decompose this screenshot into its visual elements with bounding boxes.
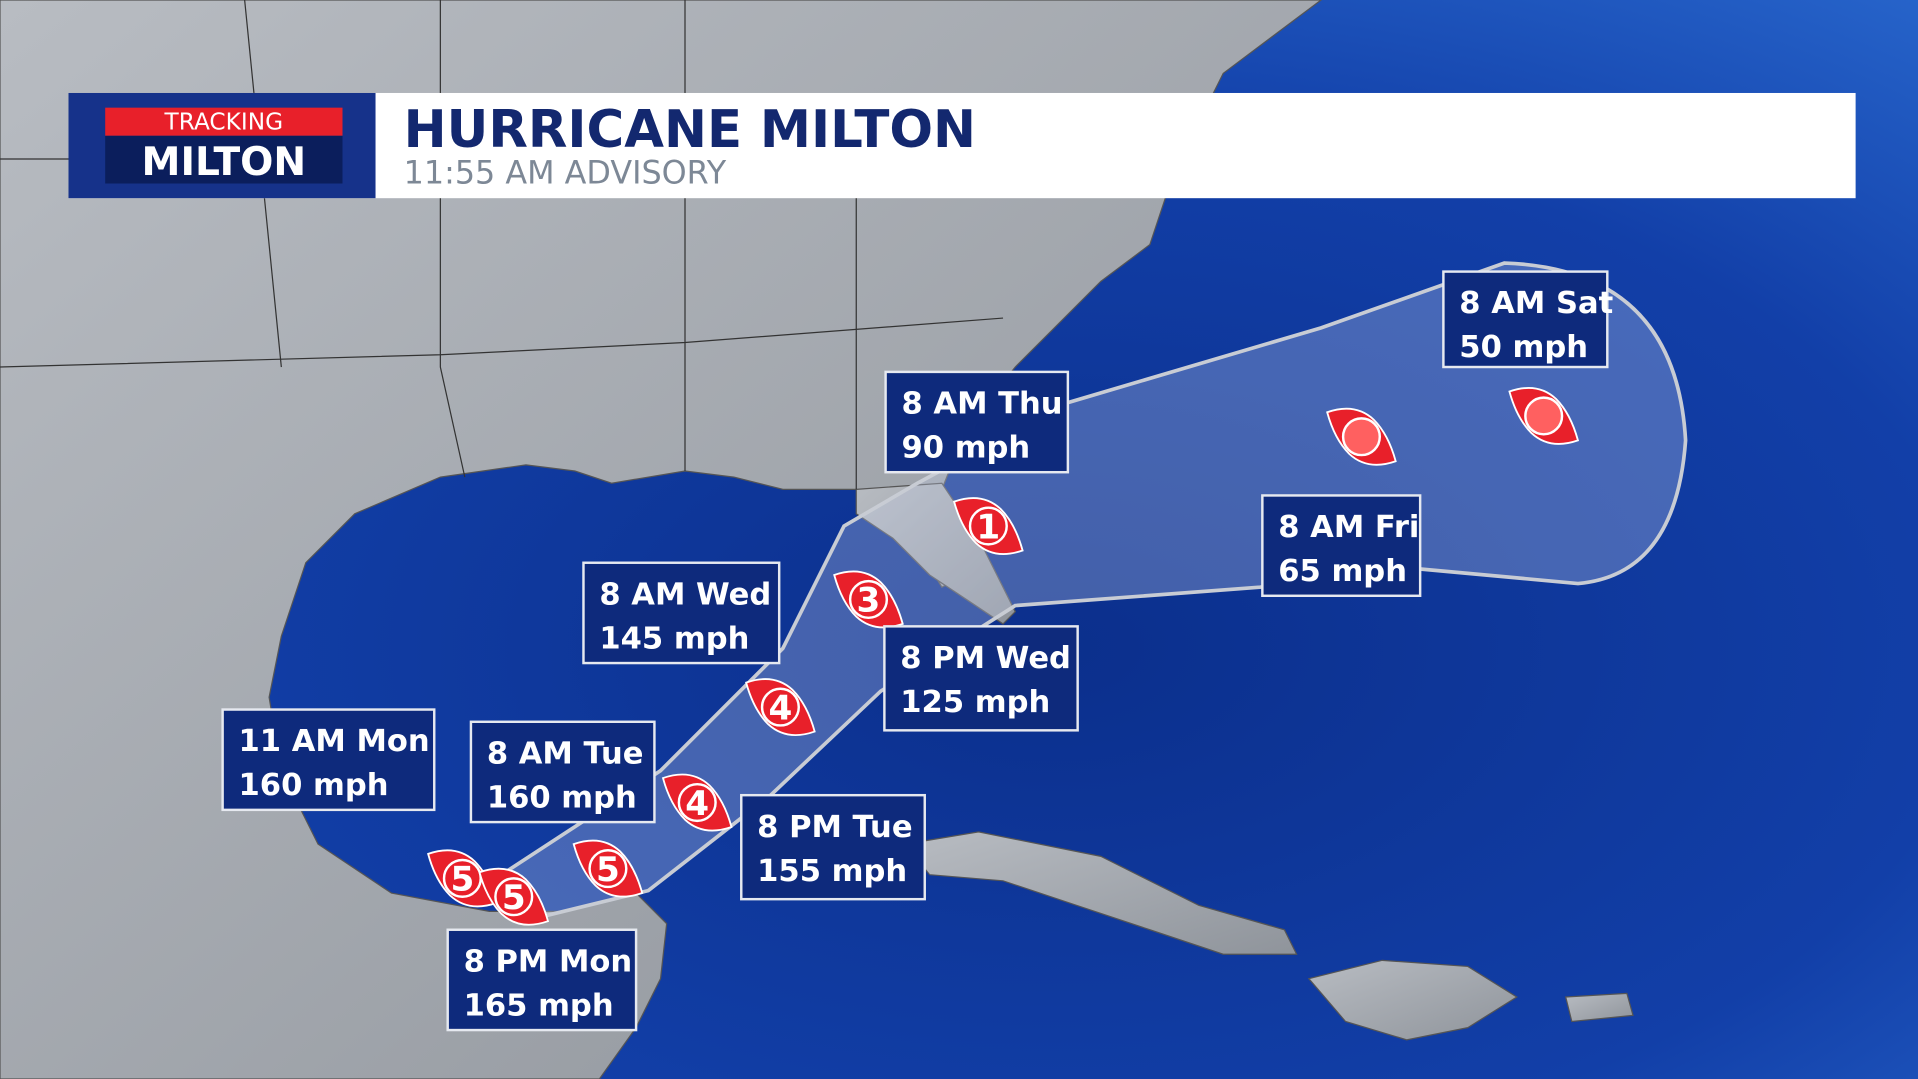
forecast-time: 8 AM Thu	[902, 386, 1063, 421]
forecast-time: 8 AM Wed	[599, 577, 771, 612]
label-box	[884, 370, 1070, 474]
storm-core	[588, 849, 628, 889]
hispaniola	[1307, 959, 1518, 1041]
forecast-wind: 90 mph	[902, 431, 1031, 466]
category: 5	[450, 860, 474, 900]
forecast-time: 8 PM Wed	[900, 641, 1071, 676]
label-box	[1442, 270, 1609, 369]
category: 4	[685, 784, 709, 824]
puerto-rico	[1564, 992, 1634, 1023]
forecast-time: 8 AM Fri	[1278, 510, 1419, 545]
label-box	[883, 625, 1079, 732]
subtitle: 11:55 AM ADVISORY	[404, 155, 727, 192]
storm-core	[760, 687, 800, 727]
cuba	[904, 831, 1298, 955]
forecast-wind: 160 mph	[487, 780, 637, 815]
forecast-wind: 65 mph	[1278, 554, 1407, 589]
forecast-time: 8 AM Sat	[1459, 286, 1613, 321]
badge-main: MILTON	[142, 140, 307, 185]
forecast-wind: 160 mph	[239, 768, 389, 803]
label-box	[446, 928, 638, 1032]
forecast-wind: 50 mph	[1459, 330, 1588, 365]
forecast-time: 8 PM Mon	[464, 944, 633, 979]
forecast-time: 8 PM Tue	[757, 810, 912, 845]
storm-core	[848, 579, 889, 620]
storm-core	[677, 782, 717, 823]
title: HURRICANE MILTON	[404, 100, 976, 160]
label-box	[582, 561, 781, 665]
storm-core	[1524, 396, 1564, 436]
forecast-time: 8 AM Tue	[487, 736, 644, 771]
badge-top-bg	[105, 107, 343, 136]
category: 3	[857, 581, 881, 621]
category: 5	[596, 850, 620, 890]
storm-core	[1341, 417, 1382, 457]
forecast-wind: 145 mph	[599, 621, 749, 656]
storm-core	[968, 506, 1008, 546]
label-box	[221, 708, 436, 812]
forecast-wind: 125 mph	[900, 685, 1050, 720]
category: 5	[502, 878, 526, 918]
forecast-wind: 165 mph	[464, 988, 614, 1023]
label-box	[1261, 494, 1422, 597]
badge-top: TRACKING	[164, 109, 284, 136]
category: 1	[976, 507, 1000, 547]
forecast-wind: 155 mph	[757, 854, 907, 889]
label-box	[740, 793, 926, 901]
forecast-time: 11 AM Mon	[239, 724, 430, 759]
storm-core	[494, 877, 534, 917]
category: 4	[768, 688, 792, 728]
badge-main-bg	[105, 135, 343, 184]
forecast-cone	[498, 261, 1688, 920]
label-box	[469, 720, 656, 824]
